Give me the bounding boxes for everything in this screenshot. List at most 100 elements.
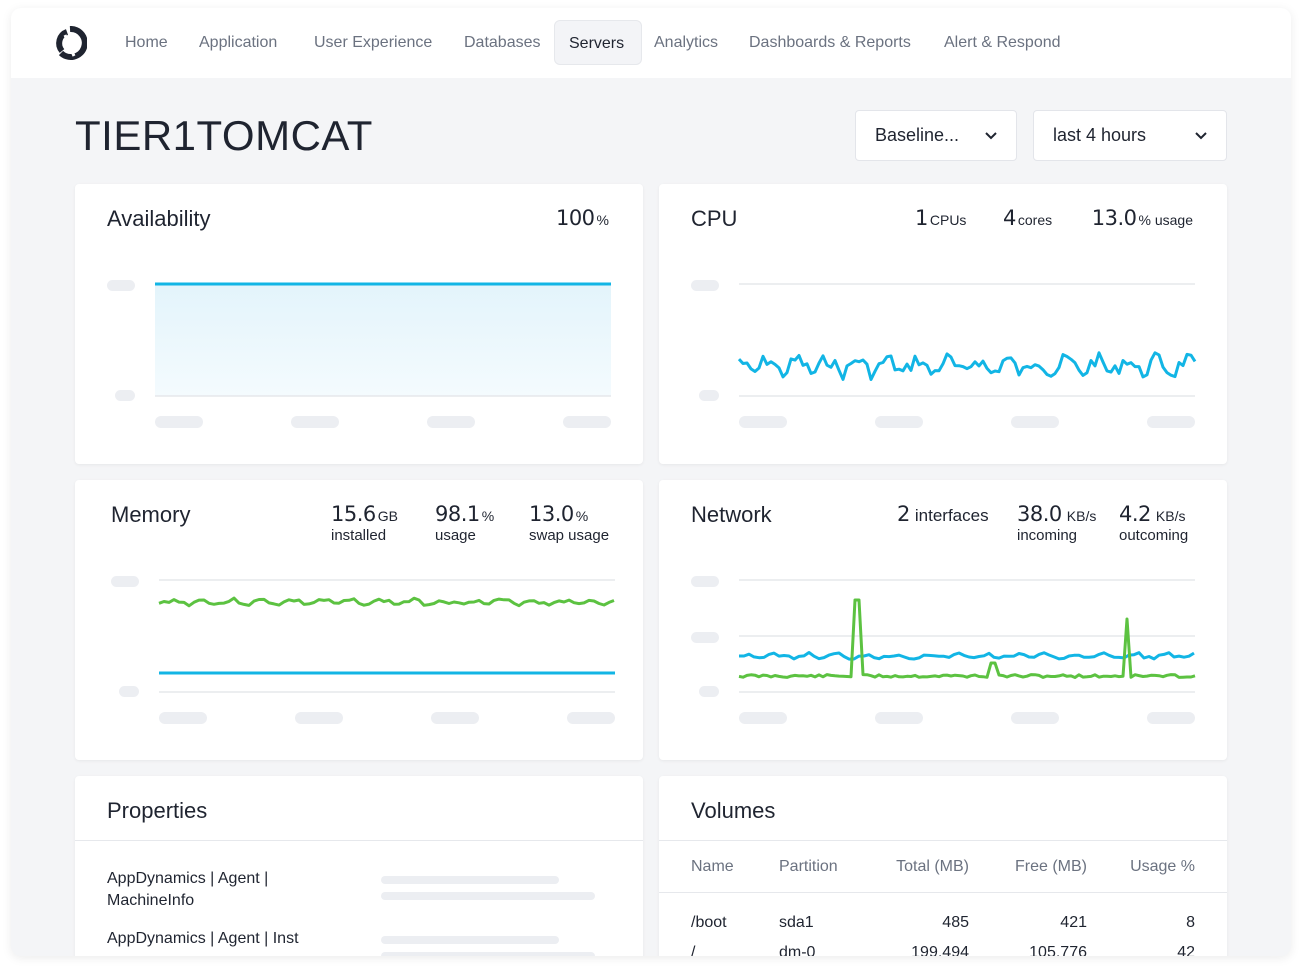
nav-servers[interactable]: Servers xyxy=(554,20,642,65)
property-value-skeleton xyxy=(381,892,595,900)
cpu-cores-value: 4 xyxy=(1003,206,1016,230)
brand-logo-icon[interactable] xyxy=(53,26,87,60)
time-range-select[interactable]: last 4 hours xyxy=(1033,110,1227,161)
y-tick-skeleton xyxy=(699,390,719,401)
memory-swap-value: 13.0 xyxy=(529,502,574,526)
volume-usage: 42 xyxy=(1177,944,1195,956)
x-tick-skeleton xyxy=(431,712,479,724)
cpu-chart xyxy=(691,280,1197,428)
availability-unit: % xyxy=(596,212,609,228)
column-header-free[interactable]: Free (MB) xyxy=(1015,858,1087,875)
column-header-usage[interactable]: Usage % xyxy=(1130,858,1195,875)
memory-card: Memory 15.6 GB installed 98.1% usage 13.0… xyxy=(75,480,643,760)
x-tick-skeleton xyxy=(295,712,343,724)
volume-name: /boot xyxy=(691,914,727,931)
x-tick-skeleton xyxy=(155,416,203,428)
column-header-partition[interactable]: Partition xyxy=(779,858,838,875)
availability-area xyxy=(155,284,611,396)
property-label: AppDynamics | Agent | Inst xyxy=(107,930,299,947)
properties-divider xyxy=(75,840,643,841)
volume-free: 105,776 xyxy=(1029,944,1087,956)
memory-usage-stat: 98.1% usage xyxy=(435,502,494,544)
nav-alert-respond[interactable]: Alert & Respond xyxy=(944,34,1061,51)
memory-usage-unit: % xyxy=(481,508,495,524)
availability-value: 100 xyxy=(555,206,595,230)
nav-home[interactable]: Home xyxy=(125,34,168,51)
network-incoming-stat: 38.0 KB/s incoming xyxy=(1017,502,1096,544)
memory-swap-unit: % xyxy=(575,508,589,524)
cpu-cores-unit: cores xyxy=(1017,212,1053,228)
availability-stat: 100% xyxy=(556,206,609,230)
memory-usage-line xyxy=(158,596,615,608)
network-interfaces-unit: interfaces xyxy=(914,506,989,525)
y-tick-skeleton xyxy=(111,576,139,587)
memory-usage-label: usage xyxy=(435,527,476,544)
volume-free: 421 xyxy=(1060,914,1087,931)
network-outgoing-unit: KB/s xyxy=(1155,508,1186,524)
memory-installed-stat: 15.6 GB installed xyxy=(331,502,398,544)
y-tick-skeleton xyxy=(115,390,135,401)
nav-databases[interactable]: Databases xyxy=(464,34,541,51)
y-tick-skeleton xyxy=(119,686,139,697)
memory-installed-label: installed xyxy=(331,527,387,544)
network-chart xyxy=(691,576,1196,724)
column-header-total[interactable]: Total (MB) xyxy=(896,858,969,875)
network-incoming-value: 38.0 xyxy=(1017,502,1062,526)
column-header-name[interactable]: Name xyxy=(691,858,734,875)
cpu-cores-stat: 4 cores xyxy=(1003,206,1052,230)
properties-title: Properties xyxy=(107,798,208,823)
cpu-usage-line xyxy=(737,351,1197,381)
network-outgoing-line xyxy=(738,598,1196,679)
memory-swap-stat: 13.0% swap usage xyxy=(529,502,609,544)
x-tick-skeleton xyxy=(739,416,787,428)
properties-card: Properties AppDynamics | Agent | Machine… xyxy=(75,776,643,956)
y-tick-skeleton xyxy=(107,280,135,291)
y-tick-skeleton xyxy=(691,280,719,291)
volume-total: 485 xyxy=(942,914,969,931)
availability-chart xyxy=(107,280,611,428)
network-incoming-line xyxy=(739,651,1195,661)
memory-swap-label: swap usage xyxy=(529,527,610,544)
availability-card: Availability 100% xyxy=(75,184,643,464)
page-title: TIER1TOMCAT xyxy=(75,112,373,159)
volume-partition: sda1 xyxy=(779,914,814,931)
cpu-usage-value: 13.0 xyxy=(1091,206,1137,230)
cpu-card: CPU 1 CPUs 4 cores 13.0% usage xyxy=(659,184,1227,464)
memory-title: Memory xyxy=(111,502,191,527)
x-tick-skeleton xyxy=(875,416,923,428)
cpu-cpus-stat: 1 CPUs xyxy=(915,206,966,230)
x-tick-skeleton xyxy=(1147,416,1195,428)
network-title: Network xyxy=(691,502,772,527)
cpu-cpus-value: 1 xyxy=(915,206,928,230)
baseline-select[interactable]: Baseline... xyxy=(855,110,1017,161)
network-incoming-unit: KB/s xyxy=(1066,508,1097,524)
nav-analytics[interactable]: Analytics xyxy=(654,34,719,51)
nav-application[interactable]: Application xyxy=(199,34,278,51)
nav-dashboards-reports[interactable]: Dashboards & Reports xyxy=(749,34,911,51)
network-outgoing-value: 4.2 xyxy=(1119,502,1151,526)
network-outgoing-label: outcoming xyxy=(1119,527,1189,544)
cpu-usage-stat: 13.0% usage xyxy=(1092,206,1193,230)
memory-installed-value: 15.6 xyxy=(331,502,376,526)
property-label: AppDynamics | Agent | MachineInfo xyxy=(107,870,269,909)
network-incoming-label: incoming xyxy=(1017,527,1078,544)
x-tick-skeleton xyxy=(291,416,339,428)
cpu-cpus-unit: CPUs xyxy=(929,212,967,228)
x-tick-skeleton xyxy=(427,416,475,428)
property-value-skeleton xyxy=(381,952,595,956)
volume-total: 199,494 xyxy=(911,944,969,956)
nav-user-experience[interactable]: User Experience xyxy=(314,34,433,51)
baseline-select-value: Baseline... xyxy=(875,125,960,145)
chevron-down-icon xyxy=(1195,132,1207,140)
volumes-header-divider xyxy=(659,892,1227,893)
time-range-select-value: last 4 hours xyxy=(1053,125,1147,145)
network-card: Network 2 interfaces 38.0 KB/s incoming 4.… xyxy=(659,480,1227,760)
x-tick-skeleton xyxy=(875,712,923,724)
volumes-card: Volumes Name Partition Total (MB) Free (… xyxy=(659,776,1227,956)
x-tick-skeleton xyxy=(1011,712,1059,724)
y-tick-skeleton xyxy=(691,632,719,643)
memory-installed-unit: GB xyxy=(377,508,398,524)
top-navigation: Home Application User Experience Databas… xyxy=(11,8,1291,78)
property-value-skeleton xyxy=(381,876,559,884)
y-tick-skeleton xyxy=(699,686,719,697)
